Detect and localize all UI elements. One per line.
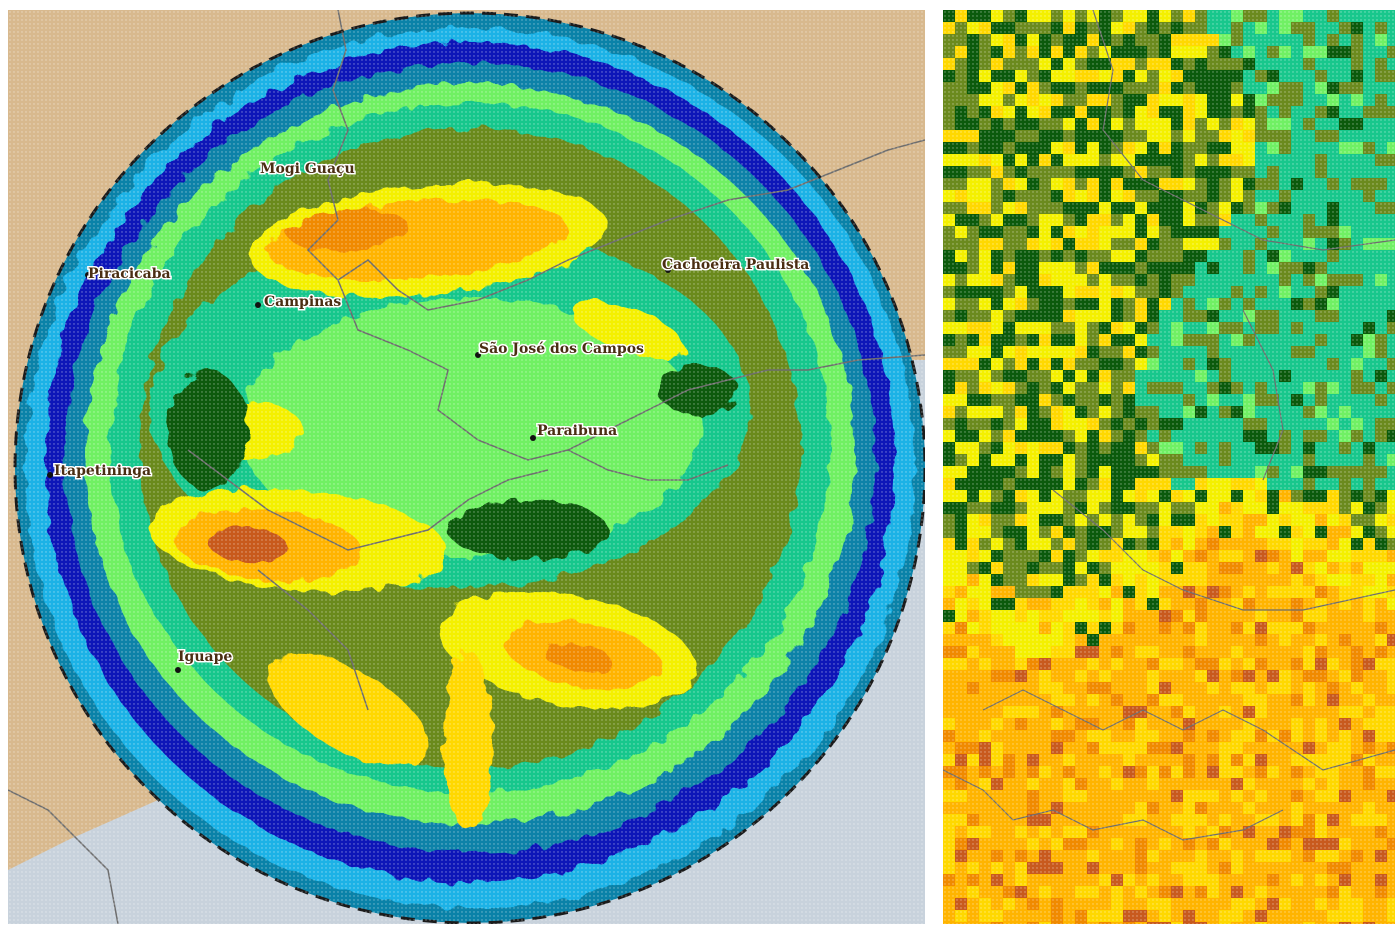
city-dot: [475, 352, 481, 358]
pixel-grid-overlay: [943, 10, 1395, 924]
city-dot: [47, 472, 53, 478]
city-label-paraibuna: Paraibuna: [537, 423, 617, 439]
city-labels: Mogi Guaçu Piracicaba Campinas Cachoeira…: [53, 160, 811, 667]
city-label-piracicaba: Piracicaba: [88, 266, 171, 282]
city-label-campinas: Campinas: [264, 294, 341, 310]
city-label-sao-jose-dos-campos: São José dos Campos: [479, 340, 644, 357]
city-label-cachoeira-paulista: Cachoeira Paulista: [662, 257, 809, 273]
city-dot: [175, 667, 181, 673]
city-dot: [255, 302, 261, 308]
radar-map: Mogi Guaçu Piracicaba Campinas Cachoeira…: [8, 10, 925, 924]
zoom-detail-map: [943, 10, 1395, 924]
pixel-grid-overlay: [8, 10, 925, 924]
radar-map-panel: Mogi Guaçu Piracicaba Campinas Cachoeira…: [8, 10, 925, 924]
city-markers: [47, 167, 671, 673]
city-label-itapetininga: Itapetininga: [54, 463, 151, 479]
city-dot: [323, 167, 329, 173]
city-label-mogi-guacu: Mogi Guaçu: [260, 161, 355, 177]
city-label-iguape: Iguape: [178, 649, 232, 665]
city-dot: [85, 272, 91, 278]
city-dot: [530, 435, 536, 441]
city-dot: [665, 267, 671, 273]
zoom-detail-panel: [943, 10, 1395, 924]
